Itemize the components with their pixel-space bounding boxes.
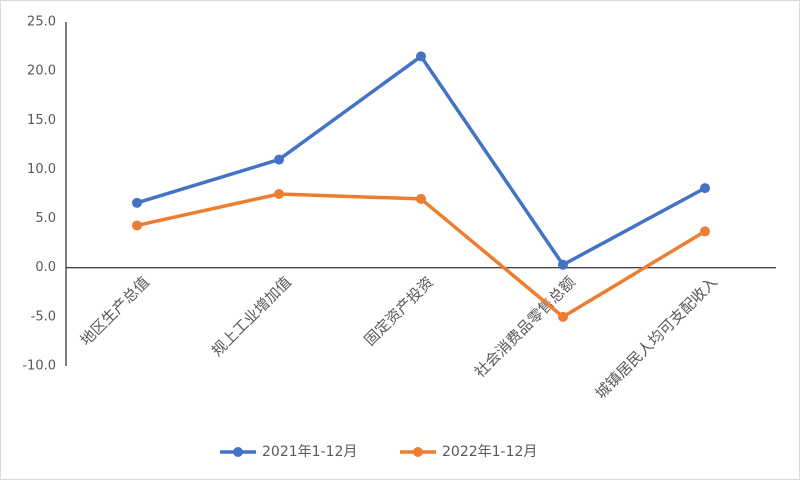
y-tick-label: 0.0 — [35, 260, 56, 275]
point — [274, 189, 284, 199]
y-tick-label: -5.0 — [31, 309, 56, 324]
point — [558, 311, 568, 322]
y-tick-label: 5.0 — [35, 211, 56, 226]
legend-marker — [233, 447, 243, 457]
point — [700, 183, 710, 194]
point — [416, 51, 426, 62]
point — [700, 226, 710, 237]
legend-label: 2021年1-12月 — [262, 444, 357, 460]
y-tick-label: 20.0 — [27, 64, 56, 79]
point — [416, 193, 426, 204]
y-tick-label: 10.0 — [27, 162, 56, 177]
y-tick-label: 15.0 — [27, 113, 56, 128]
point — [132, 197, 142, 208]
point — [558, 259, 568, 270]
legend-marker — [413, 447, 423, 457]
legend-label: 2022年1-12月 — [442, 444, 537, 460]
point — [132, 220, 142, 231]
y-tick-label: -10.0 — [22, 359, 56, 374]
y-tick-label: 25.0 — [27, 15, 56, 30]
point — [274, 154, 284, 165]
